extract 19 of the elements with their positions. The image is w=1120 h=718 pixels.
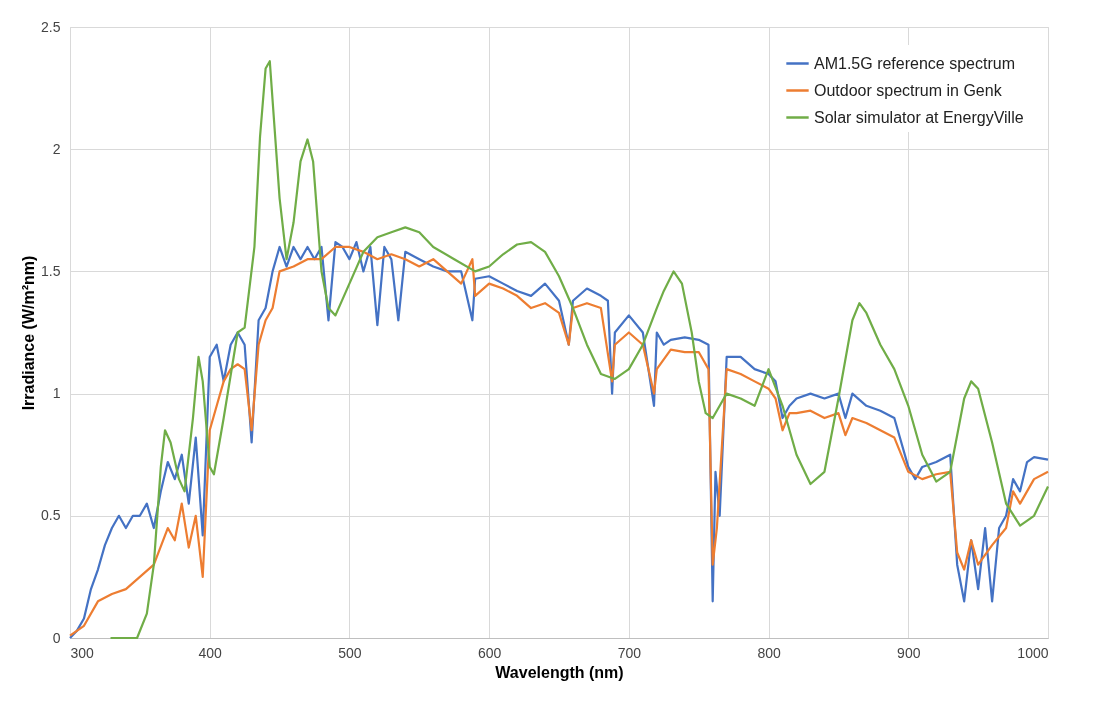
- x-tick-label: 800: [757, 644, 781, 661]
- legend-label: AM1.5G reference spectrum: [814, 54, 1015, 72]
- legend-label: Solar simulator at EnergyVille: [814, 108, 1024, 126]
- x-tick-label: 900: [897, 644, 921, 661]
- x-tick-label: 700: [617, 644, 642, 661]
- x-axis-title: Wavelength (nm): [495, 663, 624, 681]
- y-tick-label: 2.5: [41, 18, 61, 35]
- y-tick-label: 1: [52, 385, 61, 402]
- y-tick-label: 0.5: [41, 507, 61, 524]
- x-tick-label: 500: [338, 644, 362, 661]
- y-axis-title: Irradiance (W/m²nm): [20, 255, 38, 411]
- x-tick-label: 300: [70, 644, 95, 661]
- x-tick-label: 1000: [1017, 644, 1049, 661]
- y-tick-label: 2: [52, 140, 61, 157]
- legend-label: Outdoor spectrum in Genk: [814, 81, 1003, 99]
- y-tick-label: 1.5: [41, 262, 61, 279]
- x-tick-label: 600: [477, 644, 502, 661]
- x-tick-label: 400: [198, 644, 223, 661]
- y-tick-label: 0: [52, 629, 61, 646]
